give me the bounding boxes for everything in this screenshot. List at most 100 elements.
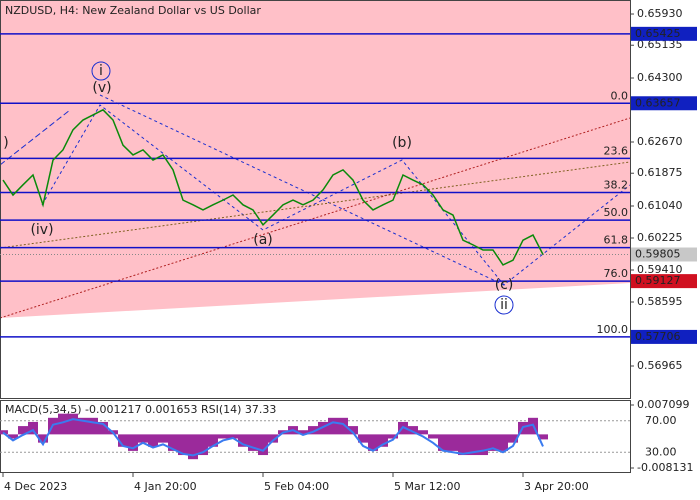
macd-bar [478,434,488,456]
price-label-bg [631,96,697,111]
y-tick-label: 0.61040 [637,199,683,212]
macd-bar [248,434,258,451]
macd-bar [318,421,328,435]
annotation-ring [494,295,514,315]
current-price-bg [631,247,697,262]
macd-bar [138,434,148,443]
macd-bar [368,434,378,451]
macd-bar [58,413,68,435]
current-price-label: 0.59805 [635,247,681,260]
y2-tick-label: 30.00 [645,445,677,458]
macd-bar [268,434,278,443]
macd-bar [68,413,78,435]
macd-bar [38,434,48,443]
macd-bar [328,417,338,435]
wave-lines [0,94,631,319]
x-tick-label: 5 Mar 12:00 [394,480,460,493]
macd-bar [208,434,218,447]
macd-bar [338,417,348,435]
chart-title: NZDUSD, H4: New Zealand Dollar vs US Dol… [5,4,261,17]
macd-bar [98,421,108,435]
macd-bar [118,434,128,447]
macd-bar [198,434,208,456]
macd-bar [88,417,98,435]
macd-bar [348,426,358,435]
macd-bar [408,426,418,435]
macd-bar [448,434,458,451]
macd-bar [428,434,438,439]
wave-label: (a) [253,232,273,248]
annotation-ring [91,61,111,81]
macd-bar [418,430,428,435]
plot-border [0,0,631,399]
y-tick-label: -0.008131 [637,461,693,474]
macd-bar [538,434,548,440]
wave-label: i [99,63,103,79]
macd-bar [468,434,478,456]
macd-bar [128,434,138,451]
macd-bar [8,434,18,439]
indicator-title: MACD(5,34,5) -0.001217 0.001653 RSI(14) … [5,403,276,416]
level-label: 0.0 [611,89,629,102]
y-tick-label: 0.62670 [637,135,683,148]
y-tick-label: 0.56965 [637,359,683,372]
price-label: 0.65425 [635,27,681,40]
macd-bar [308,426,318,435]
macd-bar [378,434,388,447]
y-tick-label: 0.007099 [637,398,690,411]
wave-label: ) [3,135,8,151]
wave-label: (b) [392,135,412,151]
macd-bar [18,426,28,435]
macd-bar [158,434,168,443]
y-tick-label: 0.65930 [637,7,683,20]
level-label: 38.2 [604,179,629,192]
macd-bar [148,434,158,447]
y2-tick-label: 70.00 [645,414,677,427]
x-tick-label: 4 Jan 20:00 [134,480,197,493]
y-tick-label: 0.59410 [637,263,683,276]
level-label: 61.8 [604,234,629,247]
macd-bar [258,434,268,456]
macd-bar [188,434,198,460]
macd-bar [498,434,508,451]
y-tick-label: 0.58595 [637,295,683,308]
macd-bar [488,434,498,451]
price-line [2,108,544,266]
macd-bar [438,434,448,451]
price-label-bg [631,329,697,344]
y-tick-label: 0.60225 [637,231,683,244]
x-tick-label: 4 Dec 2023 [4,480,67,493]
wave-label: ii [500,297,508,313]
x-tick-label: 3 Apr 20:00 [524,480,589,493]
macd-bar [298,430,308,435]
price-label: 0.59127 [635,274,681,287]
macd-bar [458,434,468,456]
x-tick-label: 5 Feb 04:00 [264,480,329,493]
macd-bar [238,434,248,447]
y-tick-label: 0.64300 [637,71,683,84]
price-label: 0.57706 [635,330,681,343]
wave-label: (v) [92,80,111,96]
macd-bar [218,434,228,439]
macd-bar [78,417,88,435]
macd-bar [388,434,398,439]
y-tick-label: 0.61875 [637,166,683,179]
macd-bar [28,421,38,435]
wave-label: (c) [495,277,514,293]
wave-label: (iv) [30,222,53,238]
rsi-line [2,418,544,457]
macd-bar [168,434,178,451]
macd-bar [358,434,368,443]
level-label: 23.6 [604,144,629,157]
price-label-bg [631,274,697,289]
level-label: 50.0 [604,206,629,219]
price-label-bg [631,26,697,41]
macd-bar [508,434,518,443]
y-tick-label: 0.65135 [637,38,683,51]
macd-bar [228,434,238,439]
indicator-border [0,400,631,473]
level-label: 100.0 [597,323,629,336]
macd-bar [178,434,188,456]
price-label: 0.63657 [635,96,681,109]
